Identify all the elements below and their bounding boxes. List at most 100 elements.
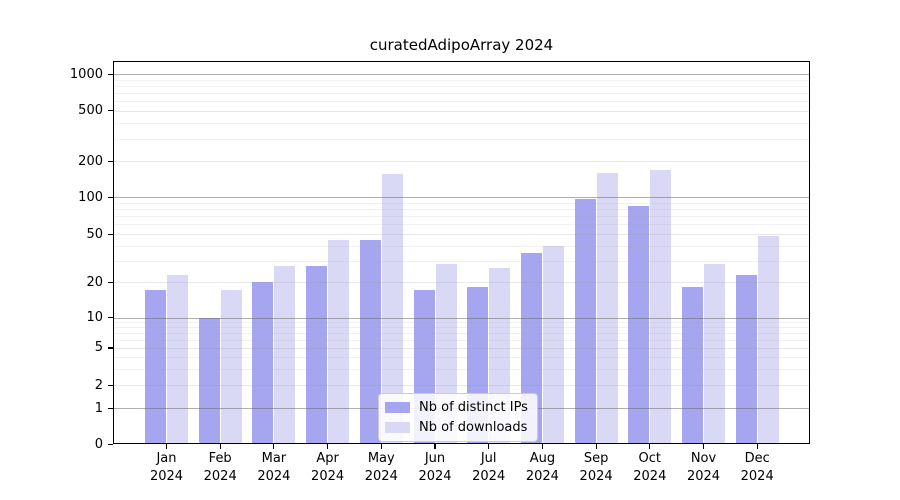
x-tick-label-sep: Sep 2024 xyxy=(568,450,624,486)
y-tick-mark-100 xyxy=(108,196,113,198)
y-tick-mark-5 xyxy=(108,347,113,349)
x-tick-month: Apr xyxy=(316,451,339,466)
y-tick-mark-20 xyxy=(108,281,113,283)
y-tick-label-2: 2 xyxy=(94,377,103,393)
x-tick-mark-sep xyxy=(595,444,597,449)
x-tick-month: Jun xyxy=(424,451,446,466)
bar-distinct-ips-feb xyxy=(198,317,220,444)
x-tick-month: May xyxy=(367,451,395,466)
y-tick-label-50: 50 xyxy=(86,226,103,242)
x-tick-year: 2024 xyxy=(472,469,506,484)
y-tick-label-20: 20 xyxy=(86,274,103,290)
x-tick-year: 2024 xyxy=(740,469,774,484)
bar-distinct-ips-nov xyxy=(682,287,703,444)
x-tick-label-may: May 2024 xyxy=(353,450,409,486)
x-tick-year: 2024 xyxy=(149,469,184,484)
bar-downloads-apr xyxy=(328,239,350,444)
x-tick-mark-jun xyxy=(434,444,436,449)
x-tick-mark-feb xyxy=(219,444,221,449)
bar-downloads-nov xyxy=(704,264,725,444)
legend-row-distinct-ips: Nb of distinct IPs xyxy=(385,399,528,416)
x-tick-mark-may xyxy=(380,444,382,449)
chart-title: curatedAdipoArray 2024 xyxy=(369,36,554,54)
y-tick-mark-10 xyxy=(108,317,113,319)
x-tick-month: Oct xyxy=(638,451,662,466)
bars-layer xyxy=(113,61,810,444)
y-tick-mark-500 xyxy=(108,110,113,112)
bar-distinct-ips-oct xyxy=(628,206,650,444)
x-tick-label-feb: Feb 2024 xyxy=(192,450,248,486)
legend-label-downloads: Nb of downloads xyxy=(419,420,528,435)
y-tick-label-0: 0 xyxy=(94,436,103,452)
x-tick-year: 2024 xyxy=(525,469,559,484)
x-tick-year: 2024 xyxy=(418,469,452,484)
bar-downloads-feb xyxy=(220,290,242,444)
x-tick-label-aug: Aug 2024 xyxy=(514,450,570,486)
x-tick-month: Jul xyxy=(480,451,497,466)
x-tick-label-dec: Dec 2024 xyxy=(729,450,785,486)
bar-distinct-ips-apr xyxy=(306,266,328,444)
x-tick-mark-apr xyxy=(327,444,329,449)
x-tick-year: 2024 xyxy=(311,469,345,484)
legend-label-distinct-ips: Nb of distinct IPs xyxy=(419,400,528,415)
bar-downloads-jan xyxy=(167,274,188,444)
x-tick-mark-dec xyxy=(756,444,758,449)
x-tick-label-jun: Jun 2024 xyxy=(407,450,463,486)
x-tick-mark-aug xyxy=(541,444,543,449)
x-tick-year: 2024 xyxy=(364,469,398,484)
y-tick-mark-200 xyxy=(108,160,113,162)
y-tick-mark-50 xyxy=(108,233,113,235)
x-tick-year: 2024 xyxy=(203,469,237,484)
x-tick-month: Dec xyxy=(744,451,770,466)
x-tick-mark-jan xyxy=(165,444,168,449)
x-tick-year: 2024 xyxy=(257,469,291,484)
legend: Nb of distinct IPs Nb of downloads xyxy=(378,393,538,442)
x-tick-mark-nov xyxy=(702,444,705,449)
x-tick-month: Sep xyxy=(583,451,609,466)
y-tick-label-1000: 1000 xyxy=(69,66,103,82)
x-tick-label-oct: Oct 2024 xyxy=(622,450,678,486)
y-tick-mark-1000 xyxy=(108,73,113,75)
x-tick-label-jul: Jul 2024 xyxy=(461,450,517,486)
x-tick-year: 2024 xyxy=(633,469,667,484)
x-tick-label-apr: Apr 2024 xyxy=(300,450,356,486)
x-tick-mark-oct xyxy=(649,444,651,449)
x-tick-label-jan: Jan 2024 xyxy=(139,450,195,486)
x-tick-year: 2024 xyxy=(579,469,613,484)
x-tick-month: Mar xyxy=(261,451,287,466)
y-tick-label-10: 10 xyxy=(86,310,103,326)
bar-distinct-ips-dec xyxy=(735,274,757,444)
x-tick-mark-mar xyxy=(273,444,275,449)
plot-area xyxy=(113,61,810,444)
bar-downloads-oct xyxy=(650,169,672,444)
bar-distinct-ips-mar xyxy=(252,282,274,444)
bar-downloads-may xyxy=(381,174,403,444)
bar-downloads-dec xyxy=(757,236,779,444)
y-tick-label-200: 200 xyxy=(78,153,103,169)
legend-swatch-downloads xyxy=(385,422,410,433)
x-tick-mark-jul xyxy=(488,444,490,449)
x-tick-month: Nov xyxy=(690,451,717,466)
x-tick-label-nov: Nov 2024 xyxy=(676,450,732,486)
y-tick-mark-2 xyxy=(108,384,113,387)
y-tick-mark-1 xyxy=(108,407,113,409)
y-tick-label-500: 500 xyxy=(78,103,103,119)
x-tick-month: Feb xyxy=(208,451,232,466)
bar-distinct-ips-sep xyxy=(574,199,596,444)
bar-downloads-aug xyxy=(542,245,564,444)
y-tick-label-5: 5 xyxy=(94,340,103,356)
y-tick-label-100: 100 xyxy=(78,189,103,205)
bar-downloads-mar xyxy=(274,266,296,444)
bar-distinct-ips-may xyxy=(359,239,381,444)
legend-row-downloads: Nb of downloads xyxy=(385,419,528,436)
bar-distinct-ips-jan xyxy=(145,290,166,444)
x-tick-month: Jan xyxy=(156,451,177,466)
x-tick-label-mar: Mar 2024 xyxy=(246,450,302,486)
y-tick-label-1: 1 xyxy=(94,400,103,416)
x-tick-month: Aug xyxy=(529,451,556,466)
y-tick-mark-0 xyxy=(108,443,113,445)
bar-downloads-sep xyxy=(596,172,618,444)
x-tick-year: 2024 xyxy=(686,469,721,484)
legend-swatch-distinct-ips xyxy=(385,402,410,413)
